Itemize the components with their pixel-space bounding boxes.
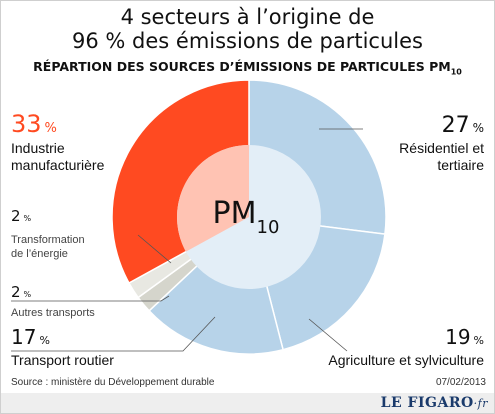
slice-value-3: 2%: [11, 283, 32, 301]
chart-title: 4 secteurs à l’origine de 96 % des émiss…: [1, 5, 494, 53]
chart-title-line-1: 4 secteurs à l’origine de: [120, 5, 375, 29]
publisher-logo[interactable]: LE FIGARO·fr: [381, 395, 488, 411]
leader-line-1: [308, 318, 348, 352]
slice-label-5: Industrie manufacturière: [11, 140, 105, 173]
leader-line-4: [137, 234, 172, 264]
center-label-sub: 10: [257, 217, 280, 238]
slice-label-0: Résidentiel et tertiaire: [399, 140, 484, 173]
leader-line-2: [11, 316, 216, 352]
slice-labels: 27 %Résidentiel et tertiaire 19 % Agriculture…: [11, 110, 484, 368]
inner-disc: [176, 145, 321, 289]
slice-value-5: 33%: [11, 110, 57, 138]
source-note: Source : ministère du Développement dura…: [11, 377, 215, 388]
chart-subtitle: RÉPARTION DES SOURCES D’ÉMISSIONS DE PAR…: [1, 59, 494, 77]
date-note: 07/02/2013: [436, 377, 486, 388]
footer-bar: LE FIGARO·fr: [1, 393, 494, 413]
slice-label-3: Autres transports: [11, 307, 95, 319]
slice-value-4: 2%: [11, 207, 32, 225]
chart-title-line-2: 96 % des émissions de particules: [72, 29, 423, 53]
leader-line-3: [11, 295, 170, 302]
slice-label-2: Transport routier: [11, 352, 114, 368]
slice-label-1: Agriculture et sylviculture: [328, 352, 484, 368]
slice-value-0: 27%: [442, 113, 484, 138]
chart-subtitle-text: RÉPARTION DES SOURCES D’ÉMISSIONS DE PAR…: [33, 59, 451, 74]
center-label-main: PM: [213, 196, 257, 231]
logo-suffix: ·fr: [473, 397, 488, 410]
chart-subtitle-subscript: 10: [450, 67, 462, 77]
slice-label-4: Transformation de l’énergie: [11, 234, 85, 260]
slice-value-1: 19%: [445, 325, 484, 349]
inner-disc-highlight: [176, 145, 249, 252]
leader-lines: [11, 128, 363, 352]
logo-wordmark: LE FIGARO: [380, 395, 474, 411]
slice-value-2: 17%: [11, 325, 50, 349]
center-label: PM10: [213, 196, 280, 238]
